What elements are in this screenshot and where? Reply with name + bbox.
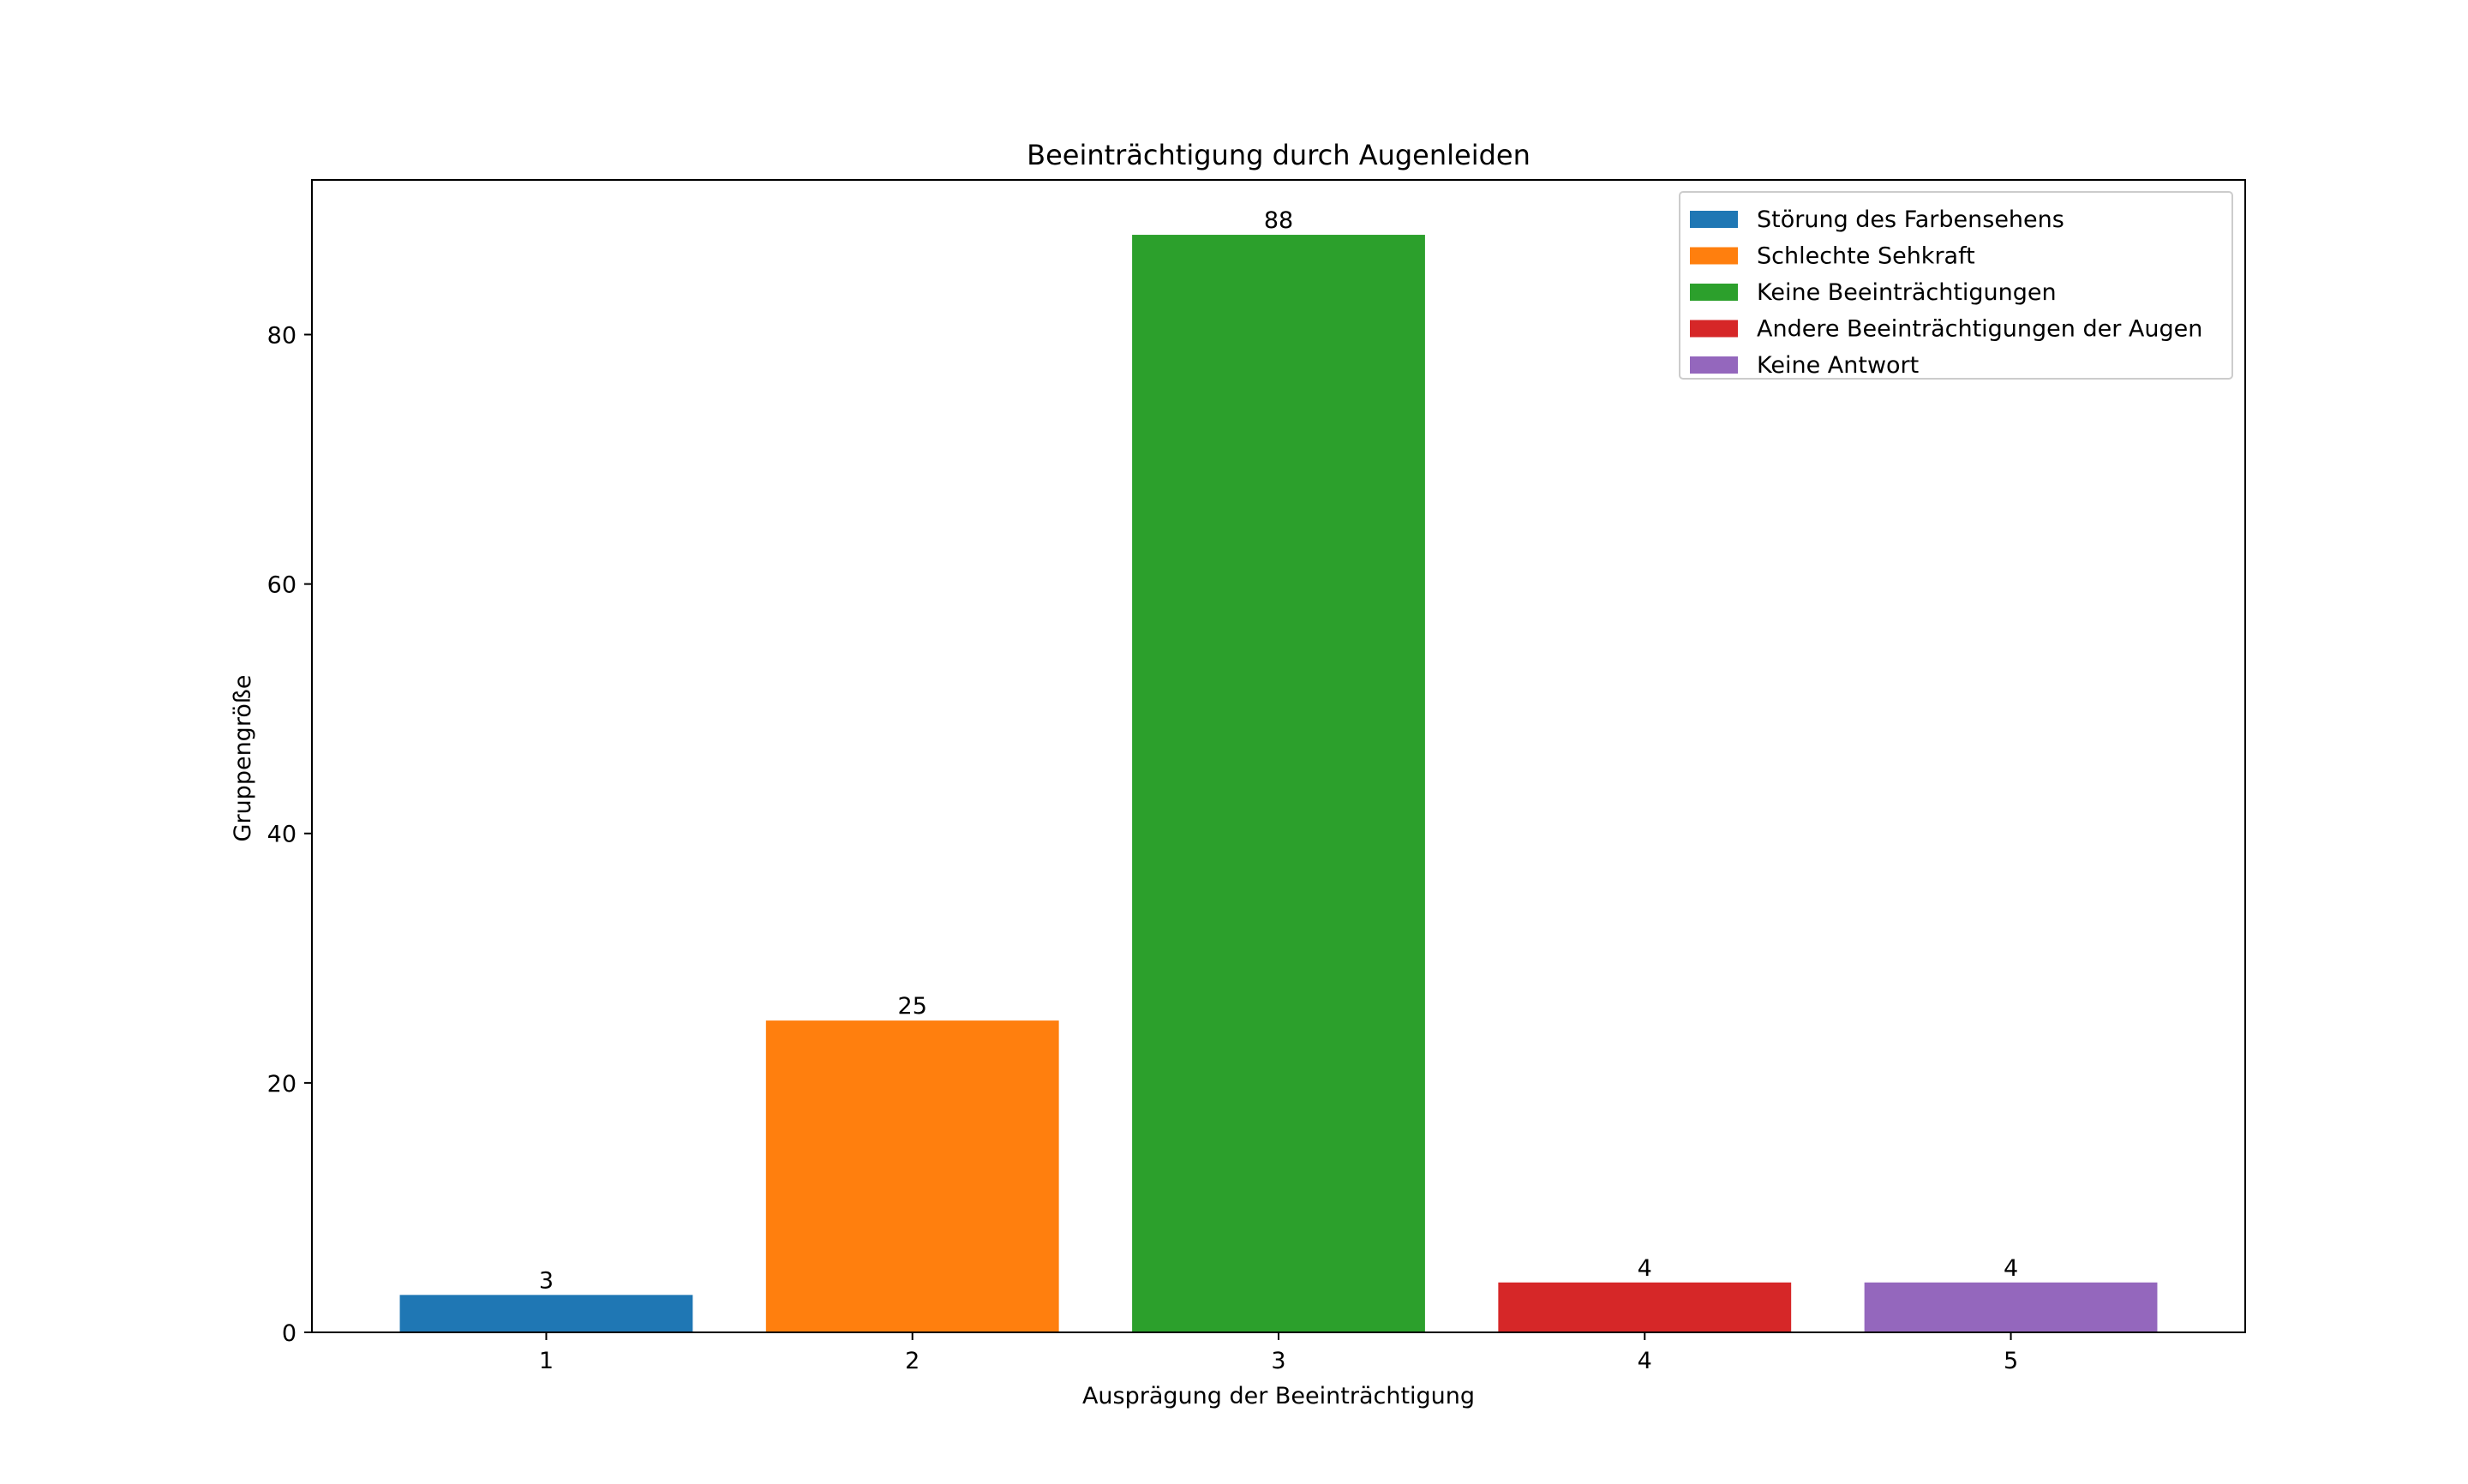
legend-label-2: Schlechte Sehkraft [1757, 243, 1975, 270]
legend-swatch-4 [1690, 320, 1738, 338]
bar-3 [1132, 235, 1425, 1332]
legend-label-1: Störung des Farbensehens [1757, 206, 2064, 233]
data-label-2: 25 [898, 993, 927, 1020]
x-tick-label-5: 5 [2004, 1348, 2018, 1374]
legend-label-3: Keine Beeinträchtigungen [1757, 279, 2057, 306]
data-label-3: 88 [1264, 207, 1293, 234]
data-label-5: 4 [2004, 1255, 2018, 1282]
y-tick-label-60: 60 [267, 572, 297, 599]
bar-4 [1498, 1282, 1792, 1332]
legend-swatch-1 [1690, 211, 1738, 228]
x-axis-label: Ausprägung der Beeinträchtigung [1082, 1383, 1475, 1409]
y-axis-label: Gruppengröße [230, 675, 256, 842]
y-tick-label-80: 80 [267, 322, 297, 349]
data-label-1: 3 [539, 1267, 554, 1294]
y-tick-label-20: 20 [267, 1071, 297, 1098]
x-tick-label-1: 1 [539, 1348, 554, 1374]
legend-swatch-5 [1690, 356, 1738, 374]
y-tick-label-0: 0 [282, 1320, 297, 1347]
legend-label-4: Andere Beeinträchtigungen der Augen [1757, 316, 2202, 343]
data-label-4: 4 [1638, 1255, 1652, 1282]
plot-area: 3 25 88 4 4 1 2 3 4 5 0 20 40 60 80 [267, 179, 2246, 1374]
legend-label-5: Keine Antwort [1757, 352, 1919, 379]
x-tick-label-4: 4 [1638, 1348, 1652, 1374]
legend-swatch-3 [1690, 284, 1738, 301]
legend-swatch-2 [1690, 247, 1738, 265]
legend: Störung des Farbensehens Schlechte Sehkra… [1679, 191, 2233, 380]
bar-5 [1864, 1282, 2158, 1332]
legend-box [1679, 191, 2233, 380]
chart-title: Beeinträchtigung durch Augenleiden [1027, 139, 1531, 171]
x-tick-label-2: 2 [905, 1348, 920, 1374]
bar-2 [765, 1020, 1059, 1332]
x-tick-label-3: 3 [1271, 1348, 1285, 1374]
bar-1 [399, 1295, 693, 1332]
y-tick-label-40: 40 [267, 822, 297, 848]
